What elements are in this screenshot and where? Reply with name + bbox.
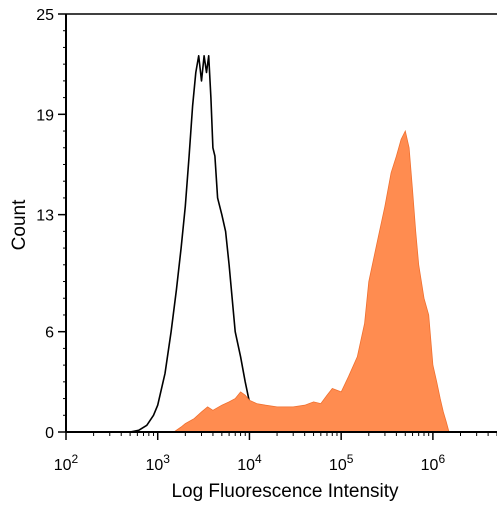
x-tick-label: 105 xyxy=(329,452,354,474)
y-tick-label: 0 xyxy=(45,425,54,442)
x-tick-label: 104 xyxy=(237,452,262,474)
y-axis-title: Count xyxy=(9,199,30,250)
y-tick-label: 25 xyxy=(36,7,54,24)
x-tick-label: 103 xyxy=(145,452,170,474)
series-1-filled-histogram xyxy=(172,129,450,433)
x-tick-label: 106 xyxy=(421,452,446,474)
y-tick-label: 19 xyxy=(36,107,54,124)
series-0-outline-histogram xyxy=(129,55,294,433)
axes-layer: 0 6 13 19 25 102 103 104 105 106 xyxy=(36,7,497,474)
x-axis-title: Log Fluorescence Intensity xyxy=(171,481,399,502)
x-tick-label: 102 xyxy=(54,452,79,474)
y-tick-label: 13 xyxy=(36,208,54,225)
y-tick-label: 6 xyxy=(45,325,54,342)
series-layer xyxy=(129,55,450,433)
